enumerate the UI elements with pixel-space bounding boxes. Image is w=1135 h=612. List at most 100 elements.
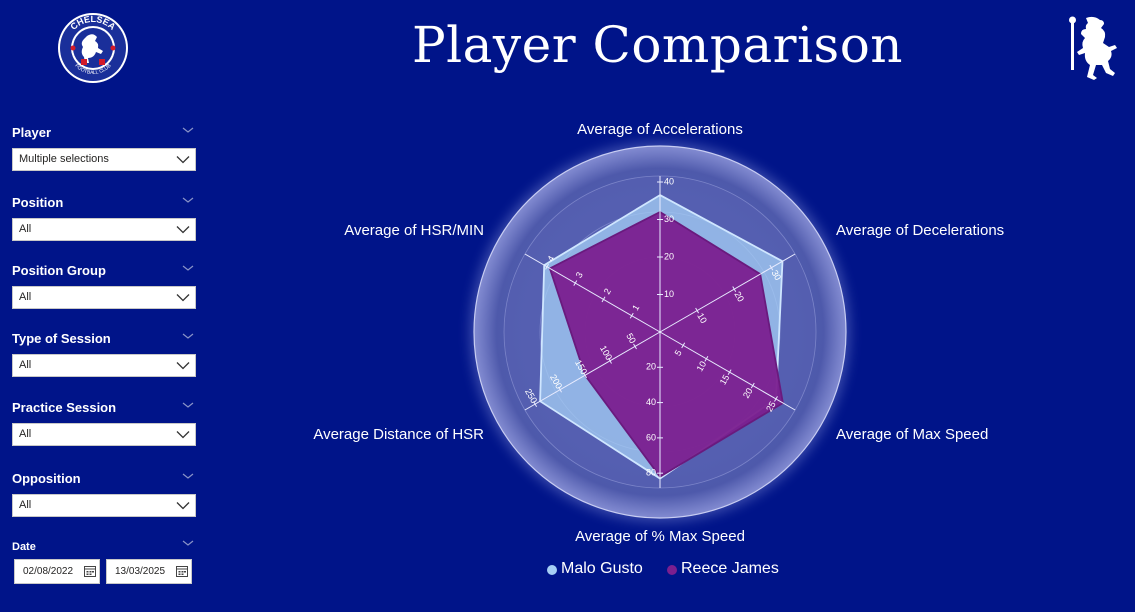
legend-label: Malo Gusto [561,560,643,577]
radar-tick-label: 3 [574,270,585,279]
player-slicer-label: Player [12,125,52,140]
radar-tick-label: 20 [741,386,755,400]
chevron-down-icon[interactable] [176,225,190,234]
chelsea-crest-logo: CHELSEA FOOTBALL CLUB [58,13,128,83]
radar-tick-mark [704,355,709,362]
practice-session-slicer-label: Practice Session [12,400,117,415]
chelsea-lion-logo [1069,16,1117,80]
radar-tick-mark [573,280,578,286]
radar-tick-label: 10 [695,359,709,373]
practice-session-dropdown-value: All [19,428,32,440]
radar-tick-mark [732,286,737,292]
position-dropdown-value: All [19,223,32,235]
radar-tick-mark [558,386,563,393]
chevron-down-icon[interactable] [176,155,190,164]
chevron-down-icon[interactable] [176,293,190,302]
radar-tick-label: 60 [646,432,656,442]
position-slicer: Position All [12,194,196,241]
chevron-down-icon[interactable] [182,125,194,135]
type-of-session-dropdown-value: All [19,359,32,371]
end-date-input[interactable]: 13/03/2025 [106,559,192,584]
player-slicer: Player Multiple selections [12,124,196,171]
radar-tick-label: 15 [718,373,732,387]
radar-tick-mark [774,396,778,402]
type-of-session-slicer: Type of Session All [12,330,196,377]
calendar-icon[interactable] [84,565,96,577]
radar-tick-label: 80 [646,468,656,478]
radar-axis-spoke [524,331,661,411]
radar-tick-label: 5 [673,348,684,357]
position-dropdown[interactable]: All [12,218,196,241]
start-date-value: 02/08/2022 [23,566,74,577]
radar-tick-mark [727,369,732,376]
legend-label: Reece James [681,560,779,577]
end-date-value: 13/03/2025 [115,566,166,577]
radar-tick-label: 2 [602,287,613,296]
position-group-dropdown-value: All [19,291,32,303]
legend-marker [547,565,557,575]
radar-tick-mark [545,263,549,270]
player-dropdown-value: Multiple selections [19,153,109,165]
radar-tick-label: 10 [695,311,709,325]
radar-tick-mark [750,382,755,389]
radar-tick-mark [633,343,637,350]
date-slicer: Date 02/08/2022 13/03/2025 [12,537,196,584]
radar-tick-label: 30 [664,214,674,224]
radar-axis-spoke [659,331,796,411]
radar-tick-mark [583,372,587,379]
calendar-icon[interactable] [176,565,188,577]
radar-tick-mark [769,264,774,271]
legend-marker [667,565,677,575]
radar-tick-label: 4 [545,254,556,263]
radar-tick-mark [601,296,606,303]
practice-session-dropdown[interactable]: All [12,423,196,446]
chevron-down-icon[interactable] [182,331,194,341]
position-group-slicer: Position Group All [12,262,196,309]
chevron-down-icon[interactable] [182,400,194,410]
radar-tick-label: 40 [646,397,656,407]
start-date-input[interactable]: 02/08/2022 [14,559,100,584]
opposition-dropdown[interactable]: All [12,494,196,517]
radar-tick-mark [629,312,634,319]
radar-tick-label: 50 [624,331,638,345]
axis-label-average-of-max-speed: Average of % Max Speed [575,528,745,545]
type-of-session-dropdown[interactable]: All [12,354,196,377]
radar-tick-mark [608,357,612,364]
type-of-session-slicer-label: Type of Session [12,331,111,346]
radar-tick-mark [533,401,538,407]
axis-label-average-of-decelerations: Average of Decelerations [836,222,1004,239]
radar-tick-label: 40 [664,176,674,186]
chevron-down-icon[interactable] [176,430,190,439]
radar-tick-label: 25 [764,400,778,414]
radar-tick-label: 20 [646,362,656,372]
chevron-down-icon[interactable] [176,361,190,370]
radar-tick-label: 30 [770,268,784,282]
chevron-down-icon[interactable] [182,471,194,481]
chevron-down-icon[interactable] [182,263,194,273]
radar-axis-spoke [659,253,796,333]
chevron-down-icon[interactable] [182,195,194,205]
page-title: Player Comparison [411,16,904,74]
chevron-down-icon[interactable] [182,538,194,548]
radar-tick-label: 20 [732,290,746,304]
chevron-down-icon[interactable] [176,501,190,510]
radar-tick-mark [681,342,686,349]
position-group-dropdown[interactable]: All [12,286,196,309]
practice-session-slicer: Practice Session All [12,399,196,446]
position-group-slicer-label: Position Group [12,263,106,278]
radar-tick-label: 20 [664,251,674,261]
opposition-slicer-label: Opposition [12,471,81,486]
opposition-dropdown-value: All [19,499,32,511]
radar-tick-label: 1 [630,303,641,312]
opposition-slicer: Opposition All [12,470,196,517]
axis-label-average-of-accelerations: Average of Accelerations [577,121,743,138]
axis-label-average-distance-of-hsr: Average Distance of HSR [313,426,484,443]
radar-tick-mark [695,307,700,314]
position-slicer-label: Position [12,195,64,210]
player-dropdown[interactable]: Multiple selections [12,148,196,171]
date-slicer-label: Date [12,541,36,553]
axis-label-average-of-hsr-min: Average of HSR/MIN [344,222,484,239]
axis-label-average-of-max-speed: Average of Max Speed [836,426,988,443]
radar-tick-label: 10 [664,289,674,299]
